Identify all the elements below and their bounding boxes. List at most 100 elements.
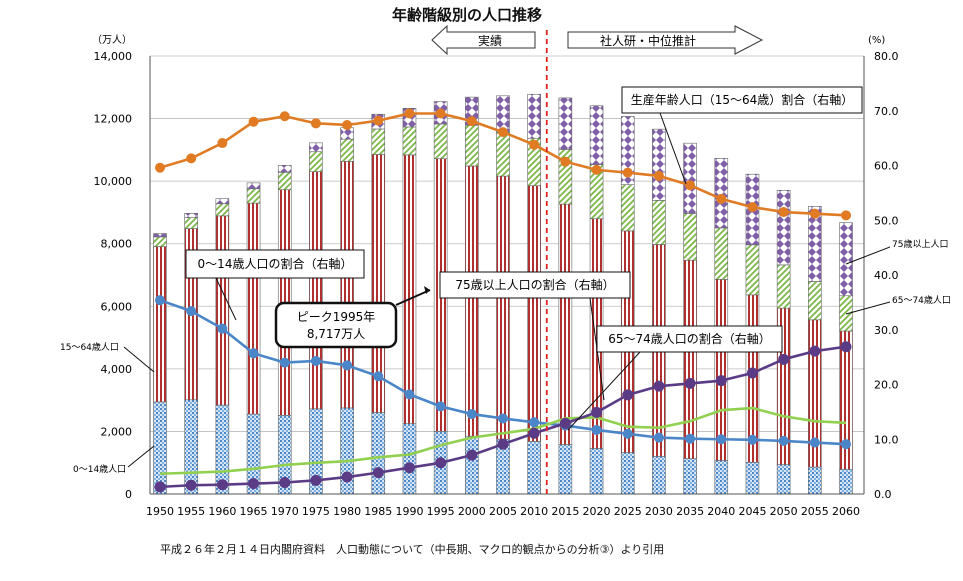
- x-tick-label: 1990: [395, 505, 423, 518]
- bar-age-75-plus: [153, 233, 167, 238]
- right-tick-label: 80.0: [874, 50, 899, 63]
- bar-age-65-74: [402, 126, 417, 156]
- line-working-age-ratio-point: [373, 115, 384, 126]
- bar-age-75-plus: [620, 116, 635, 185]
- bar-age-15-64: [683, 259, 697, 459]
- over75-ratio-callout-text: 75歳以上人口の割合（右軸）: [455, 277, 614, 292]
- bar-age-0-14: [776, 464, 791, 495]
- line-0-14-ratio-point: [685, 433, 696, 444]
- x-tick-label: 1970: [271, 505, 299, 518]
- right-tick-label: 60.0: [874, 160, 899, 173]
- bar-age-15-64: [153, 246, 167, 403]
- x-tick-label: 1985: [364, 505, 392, 518]
- line-75-plus-ratio-point: [279, 477, 291, 489]
- line-working-age-ratio-point: [248, 116, 259, 127]
- x-tick-label: 2005: [489, 505, 517, 518]
- bar-age-75-plus: [683, 142, 697, 214]
- bar-age-75-plus: [215, 198, 230, 205]
- bar-age-65-74: [277, 172, 292, 190]
- line-75-plus-ratio-point: [248, 478, 260, 490]
- line-working-age-ratio-point: [747, 202, 758, 213]
- peak-callout-line2: 8,717万人: [307, 327, 365, 341]
- projection-arrow-shape: [567, 25, 764, 55]
- bar-age-75-plus: [839, 222, 853, 297]
- side-label-65-74: 65〜74歳人口: [892, 294, 951, 306]
- line-75-plus-ratio-point: [466, 449, 478, 461]
- line-working-age-ratio-point: [498, 127, 508, 138]
- left-tick-label: 4,000: [101, 363, 133, 376]
- left-tick-label: 12,000: [94, 113, 133, 126]
- line-working-age-ratio-point: [310, 118, 321, 129]
- bar-age-75-plus: [246, 182, 261, 190]
- line-0-14-ratio-point: [747, 434, 758, 445]
- bar-age-65-74: [620, 184, 635, 232]
- line-working-age-ratio-point: [217, 138, 228, 149]
- young-ratio-callout-box: [185, 249, 365, 279]
- side-label-0-14-leader: [127, 445, 155, 468]
- right-tick-label: 10.0: [874, 433, 899, 446]
- bar-age-75-plus: [184, 213, 198, 218]
- bar-age-15-64: [558, 203, 573, 445]
- bar-age-0-14: [589, 448, 604, 495]
- ratio-6574-callout-box: [596, 325, 783, 353]
- bar-age-75-plus: [808, 206, 822, 282]
- line-0-14-ratio-point: [622, 428, 633, 439]
- line-75-plus-ratio-point: [653, 380, 665, 392]
- right-unit-label: (%): [868, 35, 885, 46]
- x-tick-label: 2000: [458, 505, 486, 518]
- bar-age-0-14: [683, 458, 697, 495]
- bar-age-65-74: [714, 227, 729, 280]
- line-75-plus-ratio-point: [528, 427, 540, 439]
- line-working-age-ratio-point: [809, 208, 820, 219]
- ratio-6574-callout-leader: [567, 351, 641, 431]
- bar-age-0-14: [808, 466, 822, 495]
- actual-arrow-shape: [431, 24, 536, 56]
- bar-age-65-74: [153, 236, 167, 247]
- x-tick-label: 2010: [520, 505, 548, 518]
- bar-age-65-74: [215, 203, 230, 217]
- line-working-age-ratio-point: [653, 170, 664, 181]
- line-75-plus-ratio-point: [216, 479, 228, 491]
- x-tick-label: 1965: [240, 505, 268, 518]
- bar-age-65-74: [839, 295, 853, 332]
- line-75-plus-ratio-point: [372, 467, 384, 479]
- x-tick-label: 1960: [208, 505, 236, 518]
- x-tick-label: 1975: [302, 505, 330, 518]
- working-ratio-callout-box: [621, 86, 863, 114]
- bar-age-75-plus: [776, 189, 791, 266]
- line-0-14-ratio-point: [342, 360, 353, 371]
- right-tick-label: 30.0: [874, 324, 899, 337]
- bar-age-75-plus: [309, 142, 323, 153]
- lines-group: [154, 108, 852, 493]
- line-0-14-ratio-point: [404, 389, 415, 400]
- line-75-plus-ratio-point: [497, 438, 509, 450]
- x-tick-label: 1980: [333, 505, 361, 518]
- line-0-14-ratio-point: [466, 409, 477, 420]
- line-75-plus-ratio-point: [559, 417, 571, 429]
- line-75-plus-ratio-point: [809, 345, 821, 357]
- line-0-14-ratio-point: [310, 355, 321, 366]
- bar-age-0-14: [371, 412, 386, 495]
- bar-age-0-14: [745, 462, 760, 495]
- bar-age-0-14: [839, 468, 853, 495]
- bar-age-0-14: [465, 435, 479, 495]
- right-tick-label: 40.0: [874, 269, 899, 282]
- line-75-plus-ratio-point: [622, 389, 634, 401]
- right-tick-label: 70.0: [874, 105, 899, 118]
- bar-age-65-74: [184, 217, 198, 229]
- bar-age-0-14: [714, 460, 729, 495]
- line-0-14-ratio-point: [373, 371, 384, 382]
- actual-label: 実績: [478, 33, 502, 48]
- young-ratio-callout-leader: [215, 277, 237, 321]
- bar-age-65-74: [652, 200, 666, 245]
- line-working-age-ratio-point: [529, 139, 540, 150]
- line-working-age-ratio-point: [685, 180, 696, 191]
- bar-age-15-64: [215, 215, 230, 406]
- x-tick-label: 2050: [770, 505, 798, 518]
- ratio-6574-callout-text: 65〜74歳人口の割合（右軸）: [608, 331, 771, 346]
- side-label-75-plus-leader: [845, 246, 891, 265]
- x-tick-label: 2035: [676, 505, 704, 518]
- line-0-14-ratio-point: [716, 434, 727, 445]
- bar-age-0-14: [527, 441, 541, 495]
- line-working-age-ratio-point: [435, 108, 446, 119]
